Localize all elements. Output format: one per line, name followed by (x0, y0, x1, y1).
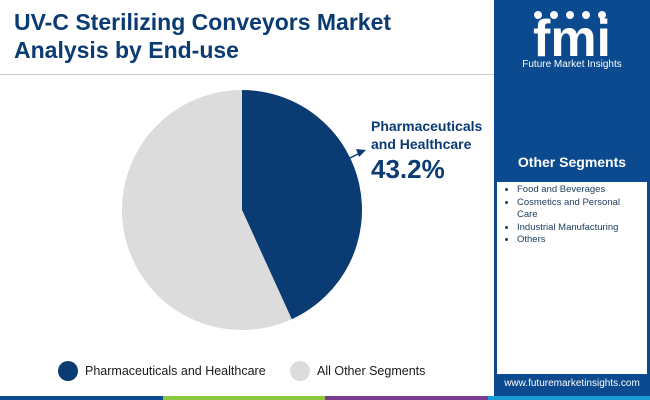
pie-slices (122, 90, 363, 330)
sidebar: fmi Future Market Insights Other Segment… (494, 0, 650, 400)
callout-arrow-icon (345, 149, 366, 161)
fmi-logo: fmi (533, 10, 611, 68)
pie-slice-other (122, 90, 292, 330)
logo-caption: Future Market Insights (522, 59, 622, 70)
title-divider (0, 74, 494, 75)
title-line-2: Analysis by End-use (14, 37, 239, 63)
footer-bar-3 (325, 396, 488, 400)
footer-bar-4 (488, 396, 650, 400)
legend-swatch-other (290, 361, 310, 381)
other-segments-list: Food and Beverages Cosmetics and Persona… (497, 184, 647, 247)
callout-value: 43.2% (371, 154, 445, 184)
callout-label: Pharmaceuticals and Healthcare (371, 118, 483, 152)
footer-bar-2 (163, 396, 325, 400)
other-segments-header: Other Segments (497, 142, 647, 182)
segment-item: Food and Beverages (517, 184, 643, 197)
logo-wordmark: fmi (533, 10, 611, 68)
pie-chart (122, 90, 366, 330)
segment-item: Industrial Manufacturing (517, 222, 643, 235)
page-title: UV-C Sterilizing Conveyors Market Analys… (14, 8, 484, 64)
footer-bar-1 (0, 396, 163, 400)
legend-label-pharma: Pharmaceuticals and Healthcare (85, 364, 266, 378)
legend-label-other: All Other Segments (317, 364, 426, 378)
legend-swatch-pharma (58, 361, 78, 381)
website-link[interactable]: www.futuremarketinsights.com (504, 378, 640, 389)
segment-item: Cosmetics and Personal Care (517, 197, 643, 222)
other-segments-panel: Other Segments Food and Beverages Cosmet… (497, 142, 647, 374)
legend-item-other: All Other Segments (290, 360, 425, 382)
title-line-1: UV-C Sterilizing Conveyors Market (14, 9, 392, 35)
pie-slice-pharma (242, 90, 363, 320)
segment-item: Others (517, 234, 643, 247)
legend-item-pharma: Pharmaceuticals and Healthcare (58, 360, 266, 382)
